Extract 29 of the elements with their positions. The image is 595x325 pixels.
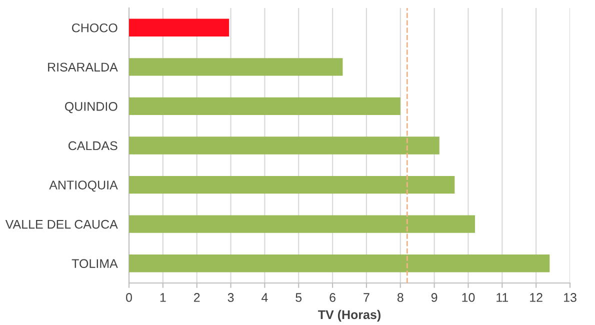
x-tick-label: 9 (431, 293, 438, 302)
bar (129, 215, 476, 233)
bar (129, 254, 550, 272)
x-tick-label: 12 (530, 293, 542, 302)
y-tick-label: ANTIOQUIA (49, 180, 118, 192)
x-tick-label: 1 (160, 293, 166, 302)
y-tick-label: TOLIMA (72, 259, 118, 268)
x-tick-label: 10 (462, 293, 475, 302)
x-tick-label: 13 (564, 293, 576, 302)
x-tick-label: 0 (126, 293, 132, 302)
x-tick-label: 11 (496, 293, 508, 302)
x-tick-label: 3 (228, 293, 234, 302)
x-tick-label: 4 (262, 293, 268, 302)
x-tick-label: 2 (194, 293, 200, 302)
x-axis-title: TV (Horas) (318, 310, 380, 322)
bar (129, 136, 440, 154)
x-tick-label: 6 (330, 293, 336, 302)
y-tick-label: RISARALDA (48, 62, 118, 72)
y-tick-label: CALDAS (68, 141, 118, 150)
bar (129, 176, 455, 194)
bar (129, 18, 230, 36)
x-tick-label: 5 (296, 293, 302, 302)
bar (129, 97, 400, 116)
x-tick-label: 7 (364, 293, 370, 302)
y-tick-label: CHOCO (72, 23, 118, 32)
y-tick-label: QUINDIO (65, 102, 118, 114)
y-tick-label: VALLE DEL CAUCA (5, 220, 118, 229)
x-tick-label: 8 (397, 293, 404, 302)
bar (129, 58, 343, 76)
